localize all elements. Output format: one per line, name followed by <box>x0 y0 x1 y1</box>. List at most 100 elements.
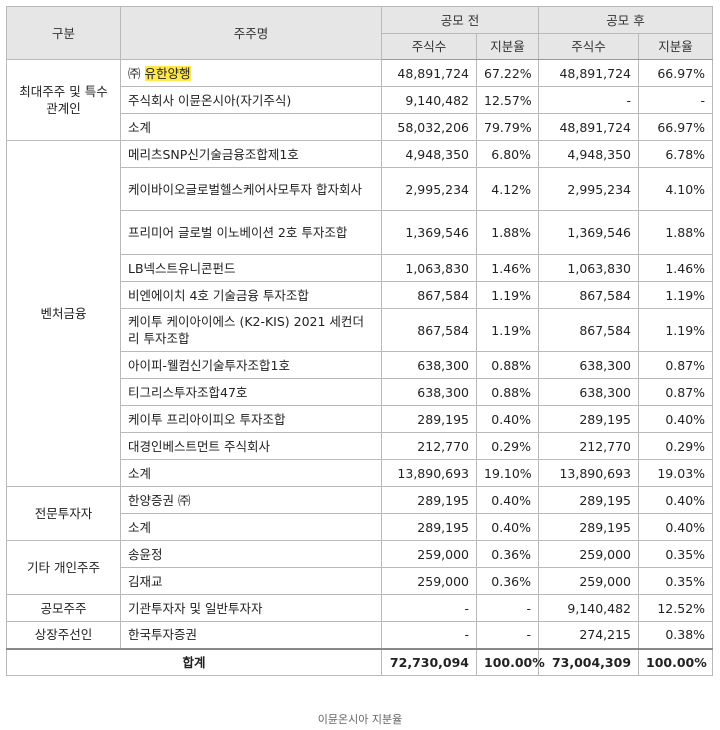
before-shares-cell: - <box>381 594 477 622</box>
holder-name-cell: 김재교 <box>120 567 382 595</box>
holder-name-cell: 한양증권 ㈜ <box>120 486 382 514</box>
after-ratio-cell: 66.97% <box>638 59 714 87</box>
table-row: 프리미어 글로벌 이노베이션 2호 투자조합 1,369,546 1.88% 1,36… <box>7 210 714 255</box>
after-shares-cell: 13,890,693 <box>538 459 640 487</box>
after-shares-cell: 2,995,234 <box>538 167 640 211</box>
after-ratio-cell: 0.35% <box>638 567 714 595</box>
after-ratio-cell: 0.40% <box>638 405 714 433</box>
before-ratio-cell: 79.79% <box>475 113 540 141</box>
table-row: 케이바이오글로벌헬스케어사모투자 합자회사 2,995,234 4.12% 2,995… <box>7 167 714 211</box>
holder-name: 송윤정 <box>128 546 163 562</box>
before-shares-cell: 289,195 <box>381 405 477 433</box>
before-shares-cell: 259,000 <box>381 540 477 568</box>
holder-name-cell: 소계 <box>120 113 382 141</box>
group-label: 기타 개인주주 <box>6 540 121 595</box>
after-shares-cell: 867,584 <box>538 308 640 352</box>
before-shares-cell: - <box>381 621 477 649</box>
table-row: 소계 58,032,206 79.79% 48,891,724 66.97% <box>7 113 714 141</box>
holder-name: 기관투자자 및 일반투자자 <box>128 600 263 616</box>
before-ratio-cell: 0.40% <box>475 486 540 514</box>
after-ratio-cell: 66.97% <box>638 113 714 141</box>
holder-name-cell: 비엔에이치 4호 기술금융 투자조합 <box>120 281 382 309</box>
holder-name: 김재교 <box>128 573 163 589</box>
after-ratio-cell: 1.88% <box>638 210 714 255</box>
table-row: 소계 13,890,693 19.10% 13,890,693 19.03% <box>7 459 714 487</box>
holder-name-cell: 메리츠SNP신기술금융조합제1호 <box>120 140 382 168</box>
shareholder-table: 구분 주주명 공모 전 공모 후 주식수 지분율 주식수 지분율 최대주주 및 … <box>6 6 714 676</box>
total-label: 합계 <box>6 648 382 676</box>
before-shares-cell: 9,140,482 <box>381 86 477 114</box>
holder-name-cell: 송윤정 <box>120 540 382 568</box>
holder-name: 주식회사 이뮨온시아(자기주식) <box>128 92 292 108</box>
before-shares-cell: 259,000 <box>381 567 477 595</box>
table-row: 벤처금융 메리츠SNP신기술금융조합제1호 4,948,350 6.80% 4,948,… <box>6 140 714 487</box>
table-row: 아이피-웰컴신기술투자조합1호 638,300 0.88% 638,300 0.87% <box>7 351 714 379</box>
after-shares-cell: 1,369,546 <box>538 210 640 255</box>
table-row: 상장주선인 한국투자증권 - -274,215 0.38% <box>6 621 714 649</box>
company-prefix: ㈜ <box>128 65 141 81</box>
group-label: 공모주주 <box>6 594 121 622</box>
group-label: 상장주선인 <box>6 621 121 649</box>
before-ratio-cell: 67.22% <box>475 59 540 87</box>
before-shares-cell: 289,195 <box>381 513 477 541</box>
group-label: 전문투자자 <box>6 486 121 541</box>
holder-name: 대경인베스트먼트 주식회사 <box>128 438 270 454</box>
table-row: LB넥스트유니콘펀드 1,063,830 1.46% 1,063,830 1.46% <box>7 254 714 282</box>
after-shares-cell: 638,300 <box>538 378 640 406</box>
header-before-ratio: 지분율 <box>475 33 540 60</box>
after-shares-cell: 867,584 <box>538 281 640 309</box>
table-row: 비엔에이치 4호 기술금융 투자조합 867,584 1.19% 867,584 1.1… <box>7 281 714 309</box>
header-holder: 주주명 <box>120 6 382 60</box>
holder-name-cell: LB넥스트유니콘펀드 <box>120 254 382 282</box>
table-row: 공모주주 기관투자자 및 일반투자자 - -9,140,482 12.52% <box>6 594 714 622</box>
after-shares-cell: 274,215 <box>538 621 640 649</box>
group-label: 최대주주 및 특수관계인 <box>6 59 121 141</box>
after-shares-cell: - <box>538 86 640 114</box>
before-ratio-cell: 1.88% <box>475 210 540 255</box>
holder-name-cell: 아이피-웰컴신기술투자조합1호 <box>120 351 382 379</box>
after-shares-cell: 48,891,724 <box>538 59 640 87</box>
after-shares-cell: 212,770 <box>538 432 640 460</box>
after-ratio-cell: 4.10% <box>638 167 714 211</box>
after-shares-cell: 4,948,350 <box>538 140 640 168</box>
holder-name: 메리츠SNP신기술금융조합제1호 <box>128 146 299 162</box>
header-after-shares: 주식수 <box>538 33 640 60</box>
header-before-shares: 주식수 <box>381 33 477 60</box>
total-before-ratio: 100.00% <box>475 648 545 676</box>
holder-name: 아이피-웰컴신기술투자조합1호 <box>128 357 290 373</box>
before-shares-cell: 13,890,693 <box>381 459 477 487</box>
table-row: 기타 개인주주 송윤정 259,000 0.36% 259,000 0.35% <box>6 540 714 595</box>
table-row: 주식회사 이뮨온시아(자기주식) 9,140,482 12.57% - - <box>7 86 714 114</box>
table-row: 대경인베스트먼트 주식회사 212,770 0.29% 212,770 0.29% <box>7 432 714 460</box>
before-shares-cell: 48,891,724 <box>381 59 477 87</box>
holder-name: LB넥스트유니콘펀드 <box>128 260 236 276</box>
before-ratio-cell: 0.36% <box>475 540 540 568</box>
before-shares-cell: 58,032,206 <box>381 113 477 141</box>
after-shares-cell: 289,195 <box>538 405 640 433</box>
holder-name-cell: 주식회사 이뮨온시아(자기주식) <box>120 86 382 114</box>
holder-name-cell: 기관투자자 및 일반투자자 <box>120 594 382 622</box>
after-shares-cell: 48,891,724 <box>538 113 640 141</box>
after-ratio-cell: 0.29% <box>638 432 714 460</box>
after-shares-cell: 1,063,830 <box>538 254 640 282</box>
after-ratio-cell: 0.40% <box>638 513 714 541</box>
before-ratio-cell: 1.46% <box>475 254 540 282</box>
before-ratio-cell: 19.10% <box>475 459 540 487</box>
before-ratio-cell: - <box>475 621 540 649</box>
table-row: 최대주주 및 특수관계인 ㈜ 유한양행 48,891,724 67.22% 48,891… <box>6 59 714 141</box>
holder-name: 티그리스투자조합47호 <box>128 384 248 400</box>
holder-name: 프리미어 글로벌 이노베이션 2호 투자조합 <box>128 225 348 240</box>
header-after-ratio: 지분율 <box>638 33 714 60</box>
after-ratio-cell: - <box>638 86 714 114</box>
holder-name-cell: 대경인베스트먼트 주식회사 <box>120 432 382 460</box>
header-after-offering: 공모 후 <box>538 6 714 34</box>
before-ratio-cell: 0.29% <box>475 432 540 460</box>
after-ratio-cell: 0.87% <box>638 351 714 379</box>
holder-name-cell: 케이투 프리아이피오 투자조합 <box>120 405 382 433</box>
before-shares-cell: 867,584 <box>381 281 477 309</box>
holder-name: 소계 <box>128 465 152 481</box>
holder-name: 소계 <box>128 519 152 535</box>
before-ratio-cell: 0.40% <box>475 405 540 433</box>
header-category: 구분 <box>6 6 121 60</box>
holder-name: 케이투 케이아이에스 (K2-KIS) 2021 세컨더리 투자조합 <box>128 314 364 346</box>
